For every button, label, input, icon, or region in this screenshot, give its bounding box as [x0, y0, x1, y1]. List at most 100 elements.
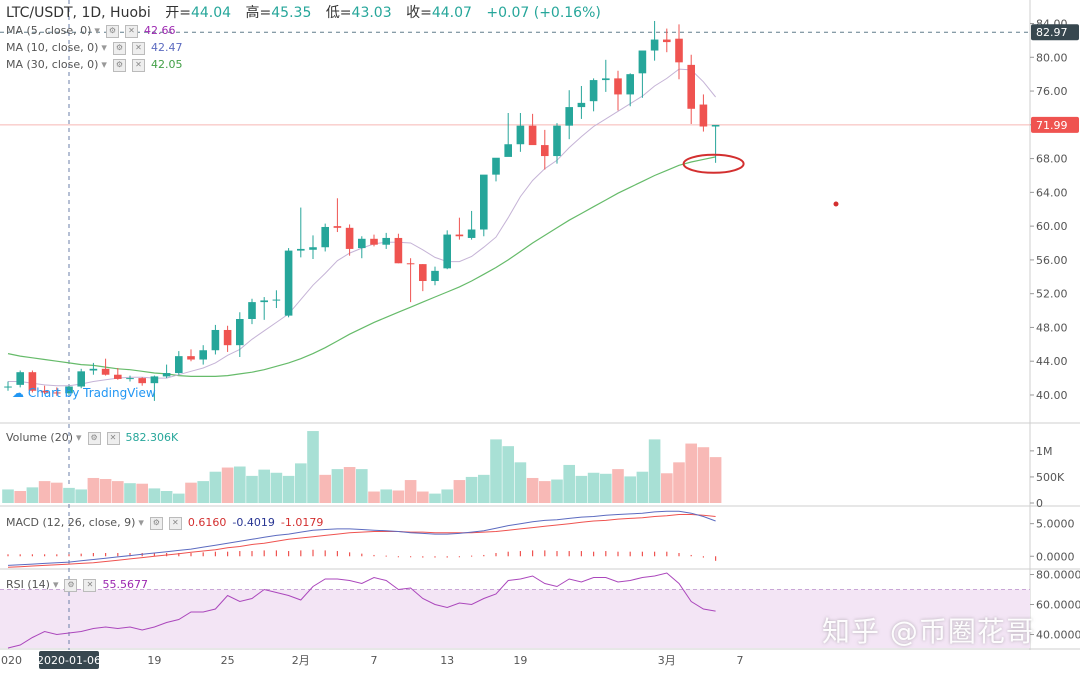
macd-histogram-bar: [312, 549, 314, 557]
rsi-band: [0, 589, 1030, 648]
candle-body: [77, 371, 85, 387]
tradingview-logo[interactable]: ☁ Chart by TradingView: [12, 386, 156, 400]
candle-body: [638, 50, 647, 74]
macd-histogram-bar: [568, 551, 570, 557]
chevron-down-icon[interactable]: ▾: [94, 24, 100, 37]
volume-bar: [380, 489, 392, 503]
volume-bar: [51, 482, 63, 503]
symbol-title[interactable]: LTC/USDT, 1D, Huobi: [6, 5, 151, 21]
chevron-down-icon[interactable]: ▾: [101, 58, 107, 71]
price-tick-label: 52.00: [1036, 288, 1068, 301]
price-tick-label: 80.00: [1036, 51, 1068, 64]
time-tick-label: 13: [440, 654, 454, 667]
candle-body: [492, 157, 500, 175]
macd-histogram-bar: [397, 556, 399, 558]
macd-histogram-bar: [458, 556, 460, 558]
volume-bar: [124, 483, 136, 503]
macd-histogram-bar: [593, 551, 595, 557]
candle-body: [28, 372, 37, 391]
settings-icon[interactable]: ⚙: [112, 41, 126, 55]
settings-icon[interactable]: ⚙: [112, 58, 126, 72]
candle-body: [419, 264, 427, 282]
candle-body: [541, 145, 549, 157]
candle-body: [138, 378, 146, 384]
close-icon[interactable]: ✕: [131, 58, 145, 72]
open-label: 开=: [165, 5, 191, 21]
volume-bar: [148, 488, 161, 503]
chevron-down-icon[interactable]: ▾: [76, 431, 82, 444]
volume-tick-label: 500K: [1036, 471, 1065, 484]
candle-body: [455, 234, 464, 237]
candle-body: [101, 368, 110, 375]
settings-icon[interactable]: ⚙: [87, 431, 101, 445]
price-tick-label: 48.00: [1036, 321, 1068, 334]
tradingview-logo-text: Chart by TradingView: [27, 386, 156, 400]
volume-bar: [587, 472, 600, 503]
candle-body: [187, 356, 195, 360]
candle-body: [467, 229, 476, 238]
macd-histogram-bar: [605, 551, 607, 557]
legend-macd[interactable]: MACD (12, 26, close, 9) ▾ ⚙ ✕ 0.6160 -0.4019-…: [6, 516, 323, 530]
chevron-down-icon[interactable]: ▾: [52, 578, 59, 591]
macd-histogram-bar: [44, 554, 46, 557]
macd-histogram-bar: [80, 553, 82, 557]
price-tick-label: 60.00: [1036, 220, 1068, 233]
close-icon[interactable]: ✕: [124, 24, 138, 38]
legend-ma30[interactable]: MA (30, close, 0) ▾ ⚙ ✕ 42.05: [6, 58, 182, 72]
candle-body: [675, 38, 683, 63]
macd-histogram-bar: [422, 556, 424, 558]
settings-icon[interactable]: ⚙: [64, 578, 78, 592]
candle-body: [626, 74, 634, 95]
volume-bar: [160, 491, 173, 503]
candle-body: [504, 144, 512, 157]
volume-bar: [307, 431, 319, 503]
macd-histogram-bar: [410, 556, 412, 558]
change-value: +0.07 (+0.16%): [486, 5, 601, 21]
legend-ma10[interactable]: MA (10, close, 0) ▾ ⚙ ✕ 42.47: [6, 41, 182, 55]
rsi-tick-label: 60.0000: [1036, 599, 1080, 612]
macd-value-3: -1.0179: [280, 516, 324, 529]
legend-ma5[interactable]: MA (5, close, 0) ▾ ⚙ ✕ 42.66: [6, 24, 175, 38]
macd-histogram-bar: [336, 551, 338, 557]
macd-histogram-bar: [495, 553, 497, 557]
chevron-down-icon[interactable]: ▾: [101, 41, 107, 54]
time-tick-label: 2月: [292, 654, 310, 667]
macd-tick-label: 0.0000: [1036, 550, 1075, 563]
macd-histogram-bar: [373, 554, 375, 557]
macd-tick-label: 5.0000: [1036, 518, 1075, 531]
volume-bar: [343, 467, 356, 503]
candle-body: [345, 227, 354, 249]
rsi-value: 55.5677: [102, 578, 148, 591]
legend-rsi[interactable]: RSI (14) ▾ ⚙ ✕ 55.5677: [6, 578, 148, 592]
time-tick-label: 7: [737, 654, 744, 667]
candle-body: [565, 107, 573, 126]
macd-histogram-bar: [629, 551, 631, 557]
chevron-down-icon[interactable]: ▾: [138, 516, 144, 529]
ma5-label: MA (5, close, 0): [6, 24, 92, 37]
candle-body: [699, 104, 708, 127]
macd-histogram-bar: [56, 554, 58, 557]
volume-bar: [636, 471, 649, 503]
close-icon[interactable]: ✕: [131, 41, 145, 55]
watermark: 知乎 @币圈花哥: [822, 615, 1035, 648]
close-icon[interactable]: ✕: [83, 578, 97, 592]
time-tick-label: 19: [147, 654, 161, 667]
close-icon[interactable]: ✕: [168, 516, 182, 530]
legend-volume[interactable]: Volume (20) ▾ ⚙ ✕ 582.306K: [6, 431, 178, 445]
volume-bar: [429, 493, 441, 503]
volume-bar: [99, 479, 112, 503]
price-tick-label: 64.00: [1036, 186, 1068, 199]
close-icon[interactable]: ✕: [106, 431, 120, 445]
volume-bar: [539, 481, 551, 503]
volume-label: Volume (20): [6, 431, 73, 444]
settings-icon[interactable]: ⚙: [149, 516, 163, 530]
price-tick-label: 68.00: [1036, 153, 1068, 166]
volume-bar: [453, 480, 466, 503]
candle-body: [370, 238, 378, 245]
candle-body: [480, 174, 488, 230]
candle-body: [650, 39, 659, 51]
macd-histogram-bar: [483, 554, 485, 557]
settings-icon[interactable]: ⚙: [105, 24, 119, 38]
candle-body: [358, 238, 366, 249]
